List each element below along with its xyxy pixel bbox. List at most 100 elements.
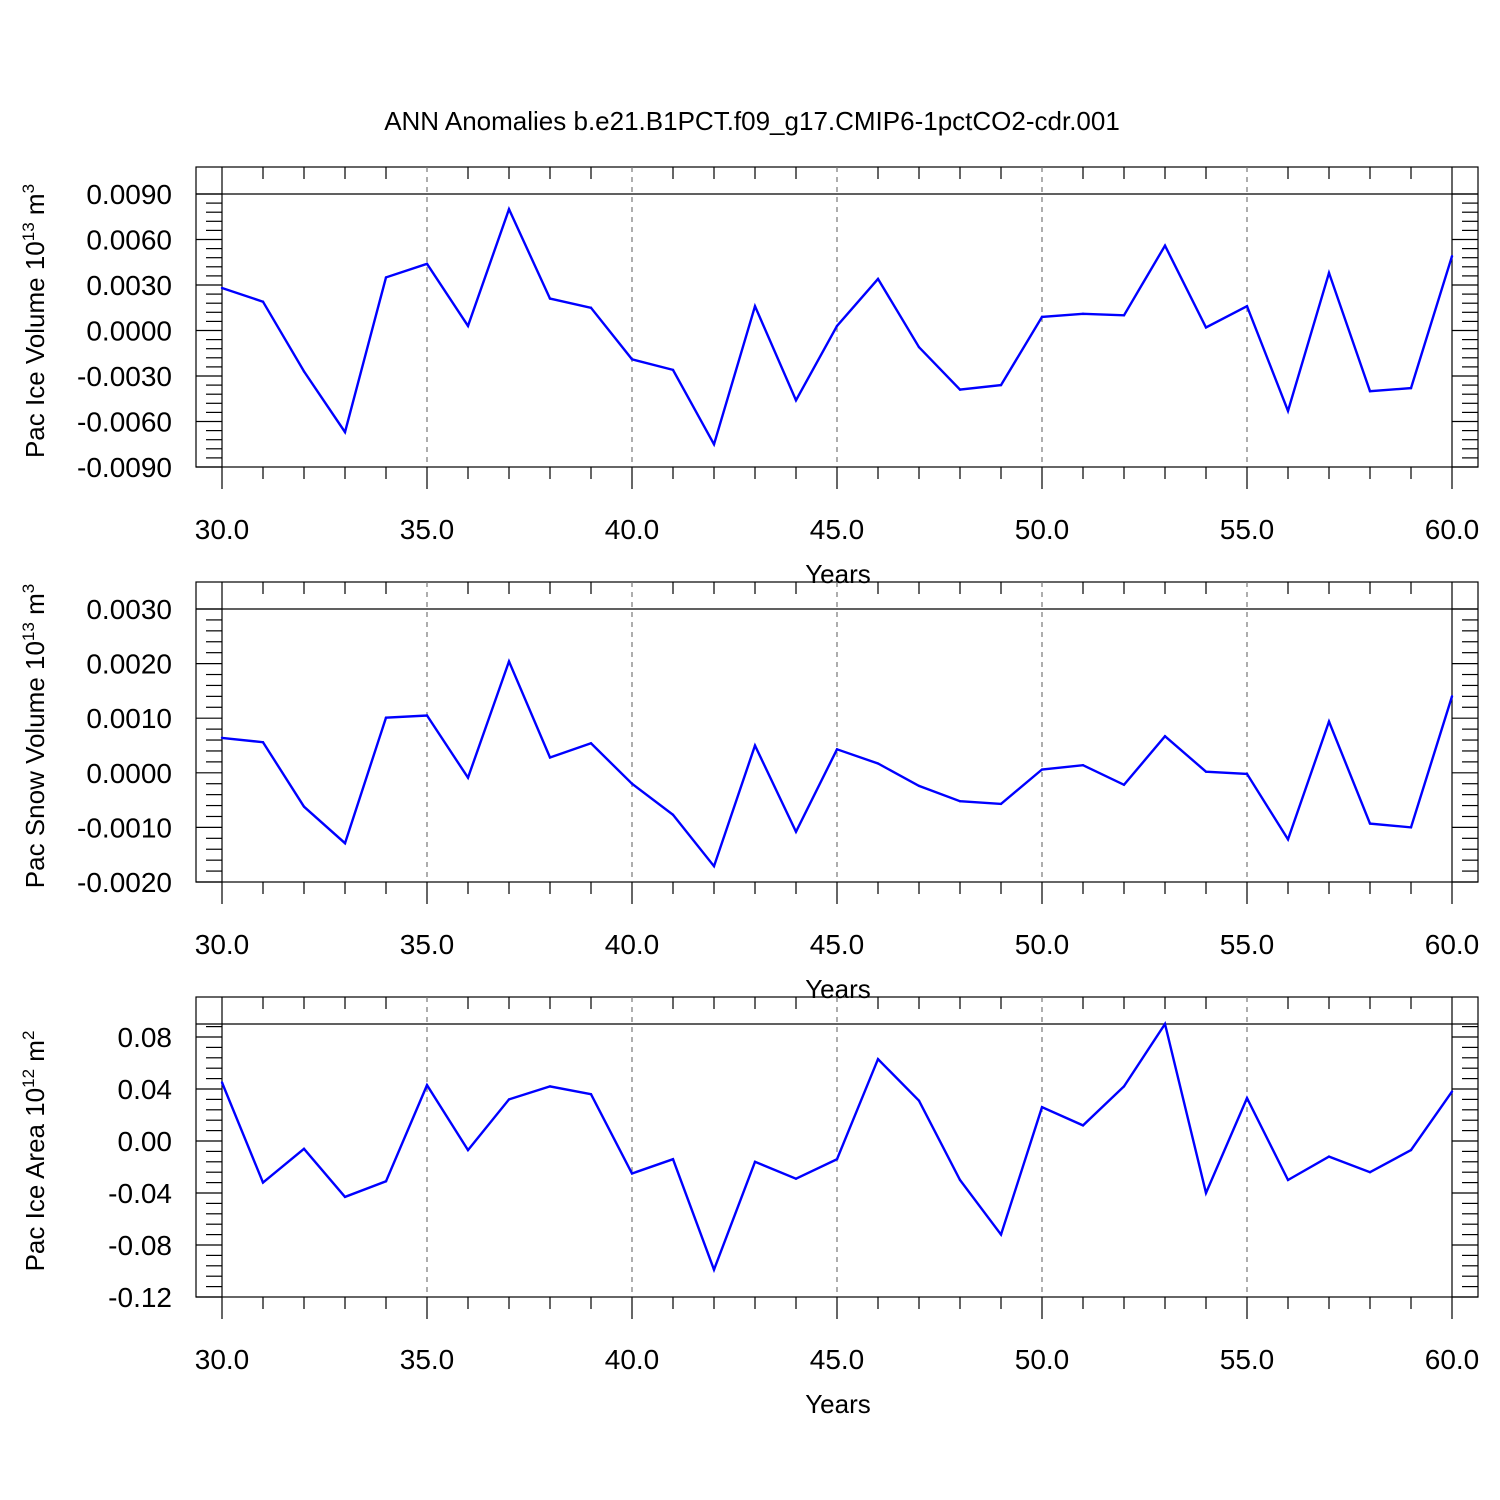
data-point <box>302 805 306 808</box>
x-tick-label: 35.0 <box>400 929 455 960</box>
y-tick-label: -0.0020 <box>77 867 172 898</box>
data-point <box>1081 312 1085 316</box>
data-point <box>1409 1148 1413 1152</box>
x-tick-label: 55.0 <box>1220 929 1275 960</box>
x-tick-label: 30.0 <box>195 1344 250 1375</box>
y-tick-label: 0.0020 <box>86 649 172 680</box>
data-point <box>876 277 880 281</box>
data-point <box>1327 271 1331 275</box>
y-axis-title-main: Pac Ice Area 10 <box>20 1088 50 1272</box>
y-tick-label: -0.12 <box>108 1282 172 1313</box>
data-point <box>1409 826 1413 829</box>
data-point <box>425 262 429 265</box>
data-point <box>671 813 675 817</box>
y-axis-title-unit: m <box>20 193 50 222</box>
data-point <box>712 443 716 446</box>
data-point <box>425 1083 429 1087</box>
data-point <box>548 756 552 759</box>
panel-3: -0.12 -0.08 -0.04 0.00 0.04 0.08 30.0 35.0 40.0 4… <box>19 996 1480 1419</box>
x-tick-label: 60.0 <box>1425 929 1480 960</box>
data-point <box>1122 1085 1126 1088</box>
data-point <box>1245 1096 1249 1100</box>
x-axis-title: Years <box>805 559 871 589</box>
data-point <box>835 324 839 328</box>
data-point <box>1450 695 1454 698</box>
data-point <box>384 276 388 279</box>
x-tick-label: 50.0 <box>1015 1344 1070 1375</box>
data-point <box>917 784 921 788</box>
data-point <box>1122 314 1126 317</box>
data-point <box>999 802 1003 806</box>
y-axis-title: Pac Ice Volume 1013 m3 <box>19 184 50 458</box>
data-point <box>261 741 265 744</box>
data-point <box>712 864 716 868</box>
data-point <box>794 1177 798 1180</box>
panel-2: -0.0020 -0.0010 0.0000 0.0010 0.0020 0.0030 30… <box>19 581 1480 1004</box>
data-point <box>630 782 634 785</box>
x-tick-label: 50.0 <box>1015 929 1070 960</box>
y-tick-label: -0.0060 <box>77 407 172 438</box>
data-point <box>630 358 634 361</box>
x-axis-title: Years <box>805 1389 871 1419</box>
data-point <box>794 399 798 402</box>
data-point <box>1204 1191 1208 1195</box>
data-point <box>1327 720 1331 723</box>
data-point <box>261 300 265 303</box>
data-point <box>958 388 962 391</box>
data-point <box>548 1085 552 1088</box>
data-point <box>1245 772 1249 776</box>
data-point <box>1204 770 1208 773</box>
y-tick-label: 0.0030 <box>86 270 172 301</box>
x-tick-label: 55.0 <box>1220 514 1275 545</box>
x-tick-label: 40.0 <box>605 929 660 960</box>
data-point <box>835 1158 839 1161</box>
data-point <box>917 345 921 349</box>
y-tick-label: 0.0000 <box>86 316 172 347</box>
y-tick-label: 0.04 <box>118 1074 173 1105</box>
y-tick-label: 0.0030 <box>86 594 172 625</box>
data-point <box>1286 838 1290 841</box>
data-point <box>1327 1155 1331 1158</box>
data-point <box>466 324 470 328</box>
data-point <box>712 1268 716 1271</box>
y-axis-title: Pac Ice Area 1012 m2 <box>19 1031 50 1272</box>
x-tick-label: 45.0 <box>810 514 865 545</box>
data-point <box>261 1181 265 1184</box>
y-tick-label: -0.08 <box>108 1230 172 1261</box>
data-point <box>1040 768 1044 771</box>
panel-1: -0.0090 -0.0060 -0.0030 0.0000 0.0030 0.0060 0… <box>19 166 1480 589</box>
data-point <box>1450 254 1454 258</box>
data-point <box>220 286 224 290</box>
data-point <box>589 306 593 309</box>
data-point <box>999 1233 1003 1236</box>
data-point <box>343 1195 347 1199</box>
x-tick-label: 30.0 <box>195 514 250 545</box>
y-tick-label: 0.0010 <box>86 703 172 734</box>
x-tick-label: 55.0 <box>1220 1344 1275 1375</box>
data-point <box>384 1180 388 1183</box>
data-point <box>1286 409 1290 413</box>
y-axis-title-main: Pac Snow Volume 10 <box>20 641 50 888</box>
data-point <box>425 714 429 717</box>
x-tick-label: 60.0 <box>1425 514 1480 545</box>
data-point <box>548 297 552 300</box>
data-point <box>671 1158 675 1161</box>
x-tick-label: 35.0 <box>400 514 455 545</box>
y-axis-title-exponent: 12 <box>19 1069 38 1088</box>
data-point <box>302 1147 306 1151</box>
data-point <box>1122 783 1126 787</box>
x-tick-label: 30.0 <box>195 929 250 960</box>
y-tick-label: 0.00 <box>118 1126 173 1157</box>
data-point <box>794 830 798 833</box>
chart-title: ANN Anomalies b.e21.B1PCT.f09_g17.CMIP6-… <box>384 106 1120 136</box>
data-point <box>1286 1178 1290 1182</box>
y-axis-title: Pac Snow Volume 1013 m3 <box>19 584 50 888</box>
x-axis-title: Years <box>805 974 871 1004</box>
y-axis-title-exponent: 13 <box>19 622 38 641</box>
data-point <box>466 776 470 779</box>
data-point <box>220 1081 224 1084</box>
data-point <box>507 207 511 211</box>
x-tick-label: 60.0 <box>1425 1344 1480 1375</box>
data-point <box>1040 315 1044 319</box>
